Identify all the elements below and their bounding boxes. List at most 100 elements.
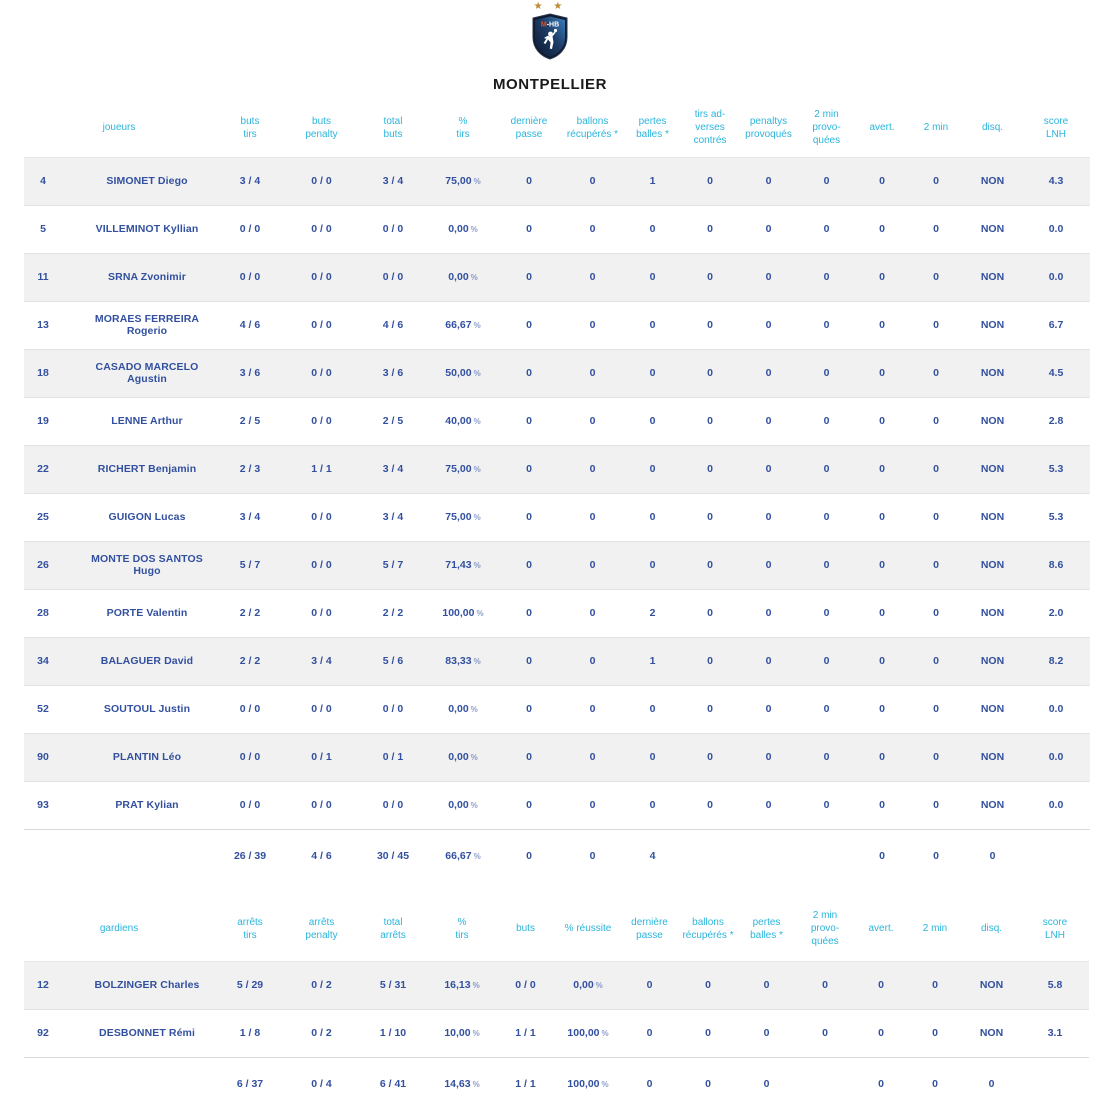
stat-cell: 2 / 2	[214, 636, 286, 686]
stat-cell: 0	[909, 156, 963, 206]
percent-sign: %	[470, 705, 478, 714]
stat-cell: 0	[624, 732, 681, 782]
stat-cell: 1	[624, 156, 681, 206]
percent-sign: %	[472, 1080, 480, 1090]
stat-cell: 3 / 4	[239, 511, 261, 523]
stat-cell: 0	[855, 252, 909, 302]
player-row: 19 LENNE Arthur 2 / 5 0 / 0 2 / 5 40,00% 0 0 0 0 0…	[24, 397, 1090, 445]
stat-cell: NON	[963, 732, 1022, 782]
stat-cell: 0	[646, 1027, 653, 1039]
player-name: DESBONNET Rémi	[99, 1027, 195, 1039]
stat-cell: 0	[649, 415, 656, 427]
stat-cell: 2 / 5	[382, 415, 404, 427]
stat-cell: 0	[705, 1027, 711, 1039]
stat-cell: 2.0	[1048, 607, 1064, 619]
stat-cell: 0 / 0	[286, 252, 357, 302]
column-header: 2 min provo- quées	[796, 897, 855, 962]
totals-stat-cell: 30 / 45	[357, 828, 429, 883]
stat-cell: 0 / 0	[286, 156, 357, 206]
column-header: dernière passe	[620, 897, 680, 962]
stat-cell: NON	[963, 540, 1022, 590]
player-name: PRAT Kylian	[115, 799, 179, 811]
stat-cell: 0	[497, 444, 561, 494]
totals-stat-cell: 1 / 1	[495, 1056, 557, 1111]
totals-stat-cell: 0	[679, 1056, 738, 1111]
stat-cell: 1 / 1	[286, 444, 357, 494]
stat-cell: 0	[681, 348, 739, 398]
stat-cell: 0	[739, 348, 798, 398]
totals-stat-cell: 66,67%	[429, 828, 497, 883]
player-number: 12	[24, 960, 62, 1010]
stat-cell: 0	[798, 732, 855, 782]
logo-letters-hb: -HB	[547, 22, 559, 29]
stat-cell: 0	[879, 607, 885, 619]
player-name: PORTE Valentin	[106, 607, 188, 619]
stat-cell: 3 / 4	[357, 444, 429, 494]
logo-letter-m: M	[541, 22, 547, 29]
totals-stat-cell: 26 / 39	[214, 828, 286, 883]
stat-cell: 0	[737, 960, 797, 1010]
stat-cell: NON	[980, 319, 1005, 331]
column-header: arrêts tirs	[214, 897, 287, 962]
goalkeepers-stats-table: gardiens arrêts tirs arrêts penalty total a…	[24, 897, 1090, 1111]
stat-cell: 0	[526, 319, 532, 331]
column-header: 2 min provo- quées	[798, 99, 855, 158]
stat-cell: NON	[979, 1027, 1004, 1039]
stat-cell: 0,00%	[429, 252, 497, 302]
stat-cell: 0	[561, 156, 624, 206]
stat-cell: 0	[798, 348, 855, 398]
stat-cell: NON	[962, 960, 1022, 1010]
stat-cell: 1 / 8	[239, 1027, 261, 1039]
column-header: ballons récupérés *	[561, 99, 624, 158]
percent-sign: %	[473, 465, 481, 474]
totals-stat-cell	[798, 828, 855, 883]
player-number: 90	[24, 732, 62, 782]
totals-stat-cell: 6 / 37	[214, 1056, 287, 1111]
column-header-joueurs: joueurs	[24, 99, 214, 158]
player-number: 25	[37, 511, 49, 523]
stat-cell: 0	[681, 444, 739, 494]
stat-cell: 0	[624, 252, 681, 302]
stat-cell: 0	[526, 415, 532, 427]
stat-cell: 2	[649, 607, 656, 619]
stat-cell: 8.6	[1022, 540, 1090, 590]
stat-cell: 4.5	[1022, 348, 1090, 398]
stat-cell: 2 / 2	[382, 607, 404, 619]
stat-cell: 0 / 0	[495, 960, 557, 1010]
player-row: 13 MORAES FERREIRA Rogerio 4 / 6 0 / 0 4 / 6…	[24, 301, 1090, 349]
column-header-gardiens: gardiens	[24, 897, 215, 962]
stat-cell: NON	[980, 799, 1005, 811]
stat-cell: 0	[526, 607, 532, 619]
stat-cell: 0	[739, 444, 798, 494]
stat-cell: 0	[497, 732, 561, 782]
totals-stat-cell: 0	[963, 828, 1022, 883]
stat-cell: 0	[879, 511, 885, 523]
player-name: RICHERT Benjamin	[62, 444, 214, 494]
stat-cell: 0	[739, 636, 798, 686]
stat-cell: 0	[854, 960, 909, 1010]
stat-cell: 40,00%	[445, 415, 481, 427]
stat-cell: 0	[707, 703, 713, 715]
stat-cell: NON	[963, 156, 1022, 206]
team-stars: ★ ★	[533, 1, 567, 12]
player-number: 5	[40, 223, 46, 235]
percent-sign: %	[473, 561, 481, 570]
stat-cell: 0 / 0	[239, 799, 261, 811]
column-header: disq.	[963, 99, 1022, 158]
totals-stat-cell: 4	[624, 828, 681, 883]
stat-cell: 4 / 6	[239, 319, 261, 331]
stat-cell: 0 / 0	[214, 252, 286, 302]
stat-cell: 3 / 4	[357, 156, 429, 206]
column-header: buts	[495, 897, 557, 962]
stat-cell: 75,00%	[429, 156, 497, 206]
stat-cell: 0,00%	[556, 960, 621, 1010]
stat-cell: 0.0	[1022, 732, 1090, 782]
stat-cell: 75,00%	[429, 444, 497, 494]
player-number: 28	[37, 607, 49, 619]
stat-cell: 100,00%	[442, 607, 484, 619]
stat-cell: 0	[681, 252, 739, 302]
stat-cell: 3 / 4	[382, 511, 404, 523]
